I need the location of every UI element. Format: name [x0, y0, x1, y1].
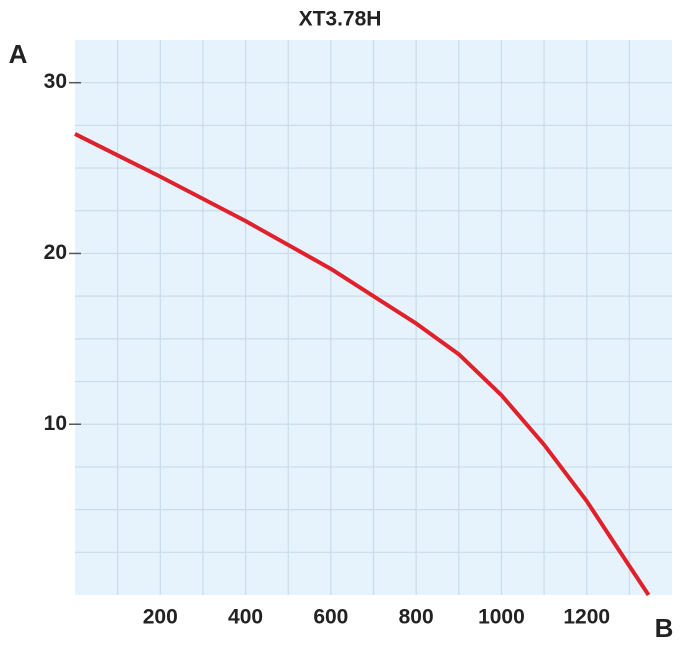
x-tick-label: 400 [228, 606, 263, 629]
y-axis-label: A [9, 39, 28, 69]
y-tick-label: 10 [44, 412, 67, 435]
y-tick-label: 20 [44, 241, 67, 264]
x-tick-label: 1200 [563, 606, 610, 629]
x-axis-label: B [655, 613, 674, 643]
chart-title: XT3.78H [299, 8, 382, 31]
x-tick-label: 800 [399, 606, 434, 629]
line-series [74, 132, 651, 597]
x-tick-label: 600 [313, 606, 348, 629]
y-tick-label: 30 [44, 70, 67, 93]
x-tick-label: 200 [143, 606, 178, 629]
x-tick-label: 1000 [478, 606, 525, 629]
